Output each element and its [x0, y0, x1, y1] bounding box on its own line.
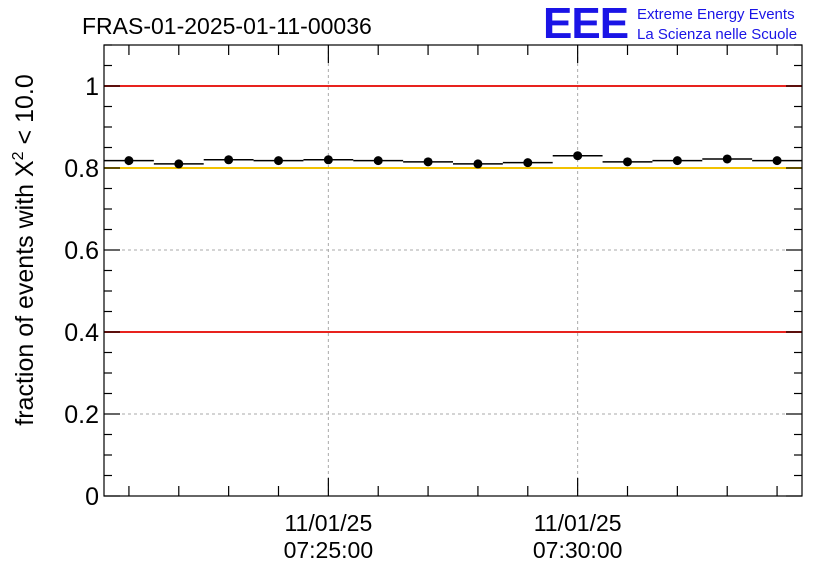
data-point [672, 156, 682, 166]
data-point [373, 156, 383, 166]
x-tick-date-label: 11/01/25 [284, 510, 372, 536]
data-point [473, 159, 483, 169]
data-point [722, 154, 732, 164]
data-points [104, 151, 802, 169]
data-point [423, 157, 433, 167]
data-point [274, 156, 283, 166]
axes: 00.20.40.60.8111/01/2507:25:0011/01/2507… [64, 44, 803, 563]
y-tick-label: 0.6 [64, 237, 99, 265]
y-tick-label: 0.2 [64, 401, 99, 429]
data-point [323, 155, 333, 165]
grid-lines [104, 45, 802, 496]
data-point [124, 156, 134, 166]
eee-logo-line2: La Scienza nelle Scuole [637, 26, 797, 43]
y-tick-label: 0.4 [64, 319, 99, 347]
y-axis-label: fraction of events with X2 < 10.0 [10, 74, 39, 425]
reference-lines [104, 85, 802, 333]
x-tick-time-label: 07:30:00 [533, 537, 623, 563]
eee-logo-letters: EEE [543, 0, 628, 48]
y-axis-label-chi: X [11, 160, 39, 177]
x-tick-date-label: 11/01/25 [534, 510, 622, 536]
y-tick-label: 0 [85, 483, 99, 511]
chart-title: FRAS-01-2025-01-11-00036 [82, 13, 372, 39]
eee-logo-line1: Extreme Energy Events [637, 6, 795, 23]
y-tick-label: 1 [85, 73, 99, 101]
data-point [573, 151, 583, 161]
y-axis-label-main: fraction of events with [11, 177, 39, 426]
data-point [623, 157, 632, 167]
data-point [772, 156, 782, 166]
eee-logo: EEE Extreme Energy Events La Scienza nel… [543, 0, 797, 48]
y-axis-label-tail: < 10.0 [11, 74, 39, 151]
x-tick-time-label: 07:25:00 [284, 537, 374, 563]
data-point [174, 159, 184, 169]
y-tick-label: 0.8 [64, 155, 99, 183]
y-axis-label-exp: 2 [10, 151, 27, 160]
plot-frame [103, 44, 803, 497]
data-point [224, 155, 234, 165]
data-point [523, 158, 533, 168]
